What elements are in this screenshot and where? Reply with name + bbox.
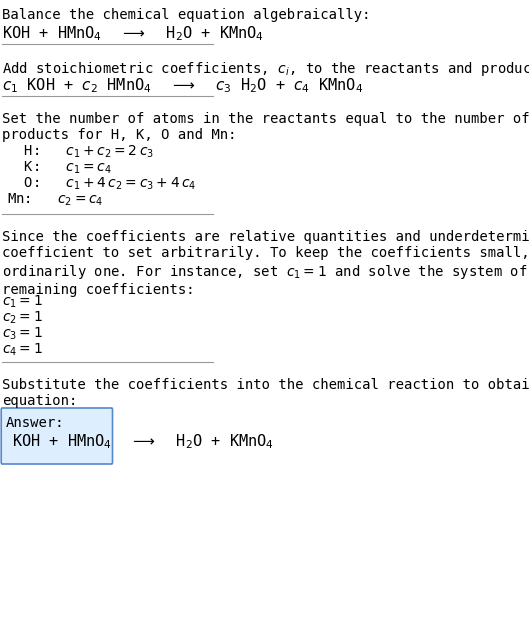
FancyBboxPatch shape bbox=[1, 408, 113, 464]
Text: Mn:   $c_2 = c_4$: Mn: $c_2 = c_4$ bbox=[7, 192, 104, 208]
Text: Balance the chemical equation algebraically:: Balance the chemical equation algebraica… bbox=[2, 8, 370, 22]
Text: $c_3 = 1$: $c_3 = 1$ bbox=[2, 326, 43, 342]
Text: KOH + HMnO$_4$  $\longrightarrow$  H$_2$O + KMnO$_4$: KOH + HMnO$_4$ $\longrightarrow$ H$_2$O … bbox=[12, 432, 274, 451]
Text: $c_1 = 1$: $c_1 = 1$ bbox=[2, 294, 43, 310]
Text: Set the number of atoms in the reactants equal to the number of atoms in the
pro: Set the number of atoms in the reactants… bbox=[2, 112, 529, 142]
Text: H:   $c_1 + c_2 = 2\,c_3$: H: $c_1 + c_2 = 2\,c_3$ bbox=[7, 144, 154, 161]
Text: Substitute the coefficients into the chemical reaction to obtain the balanced
eq: Substitute the coefficients into the che… bbox=[2, 378, 529, 408]
Text: Answer:: Answer: bbox=[5, 416, 64, 430]
Text: O:   $c_1 + 4\,c_2 = c_3 + 4\,c_4$: O: $c_1 + 4\,c_2 = c_3 + 4\,c_4$ bbox=[7, 176, 197, 192]
Text: $c_2 = 1$: $c_2 = 1$ bbox=[2, 310, 43, 327]
Text: K:   $c_1 = c_4$: K: $c_1 = c_4$ bbox=[7, 160, 112, 176]
Text: KOH + HMnO$_4$  $\longrightarrow$  H$_2$O + KMnO$_4$: KOH + HMnO$_4$ $\longrightarrow$ H$_2$O … bbox=[2, 24, 264, 43]
Text: Since the coefficients are relative quantities and underdetermined, choose a
coe: Since the coefficients are relative quan… bbox=[2, 230, 529, 297]
Text: $c_1$ KOH + $c_2$ HMnO$_4$  $\longrightarrow$  $c_3$ H$_2$O + $c_4$ KMnO$_4$: $c_1$ KOH + $c_2$ HMnO$_4$ $\longrightar… bbox=[2, 76, 363, 95]
Text: Add stoichiometric coefficients, $c_i$, to the reactants and products:: Add stoichiometric coefficients, $c_i$, … bbox=[2, 60, 529, 78]
Text: $c_4 = 1$: $c_4 = 1$ bbox=[2, 342, 43, 359]
